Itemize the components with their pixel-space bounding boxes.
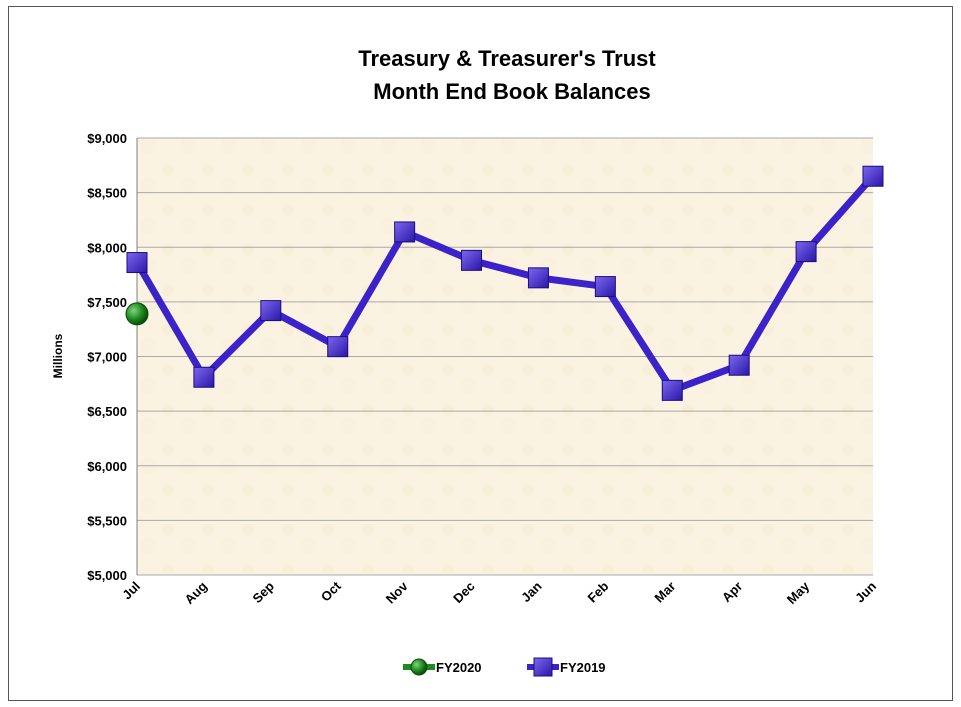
data-point-fy2019 — [728, 354, 750, 376]
data-point-fy2019 — [795, 241, 817, 263]
data-point-fy2019 — [327, 336, 349, 358]
data-point-fy2019 — [126, 252, 148, 274]
chart-title-line-1: Treasury & Treasurer's Trust — [358, 46, 656, 71]
legend-item-fy2020: FY2020 — [403, 658, 482, 676]
series-layer — [125, 165, 884, 401]
x-tick-label: Feb — [585, 578, 612, 605]
x-tick-label: Aug — [182, 578, 211, 607]
legend-label: FY2020 — [436, 660, 482, 675]
data-point-fy2019 — [527, 267, 549, 289]
y-tick-label: $5,500 — [87, 513, 127, 528]
series-line-fy2019 — [133, 173, 876, 395]
x-tick-label: Jan — [518, 578, 544, 604]
x-tick-label: Oct — [318, 578, 344, 604]
x-tick-label: Apr — [719, 579, 745, 605]
data-point-fy2019 — [394, 221, 416, 243]
x-tick-label: Sep — [249, 578, 277, 606]
data-point-fy2019 — [661, 379, 683, 401]
gridlines — [136, 137, 873, 576]
y-axis-title: Millions — [51, 333, 65, 378]
x-axis-ticks: Jul Aug Sep Oct Nov Dec Jan Feb Mar Apr May Jun — [119, 578, 879, 607]
data-point-fy2019 — [461, 249, 483, 271]
legend-label: FY2019 — [560, 660, 606, 675]
data-point-fy2020 — [125, 302, 149, 326]
legend-item-fy2019: FY2019 — [527, 657, 606, 677]
y-tick-label: $6,500 — [87, 404, 127, 419]
legend-marker — [410, 658, 428, 676]
y-axis-ticks: $5,000 $5,500 $6,000 $6,500 $7,000 $7,500 $8,0… — [87, 131, 127, 583]
x-tick-label: Dec — [450, 579, 477, 606]
x-tick-label: Mar — [651, 579, 678, 606]
legend-marker — [533, 657, 553, 677]
chart-title-line-2: Month End Book Balances — [373, 79, 650, 104]
y-tick-label: $9,000 — [87, 131, 127, 146]
x-tick-label: Jun — [852, 578, 879, 605]
y-tick-label: $5,000 — [87, 568, 127, 583]
data-point-fy2019 — [594, 276, 616, 298]
y-tick-label: $8,500 — [87, 186, 127, 201]
legend: FY2020 FY2019 — [403, 657, 606, 677]
y-tick-label: $6,000 — [87, 459, 127, 474]
x-tick-label: Nov — [383, 578, 412, 607]
y-tick-label: $7,500 — [87, 295, 127, 310]
y-tick-label: $7,000 — [87, 350, 127, 365]
x-tick-label: May — [784, 578, 813, 607]
data-point-fy2019 — [193, 366, 215, 388]
data-point-fy2019 — [260, 300, 282, 322]
y-tick-label: $8,000 — [87, 240, 127, 255]
data-point-fy2019 — [862, 165, 884, 187]
